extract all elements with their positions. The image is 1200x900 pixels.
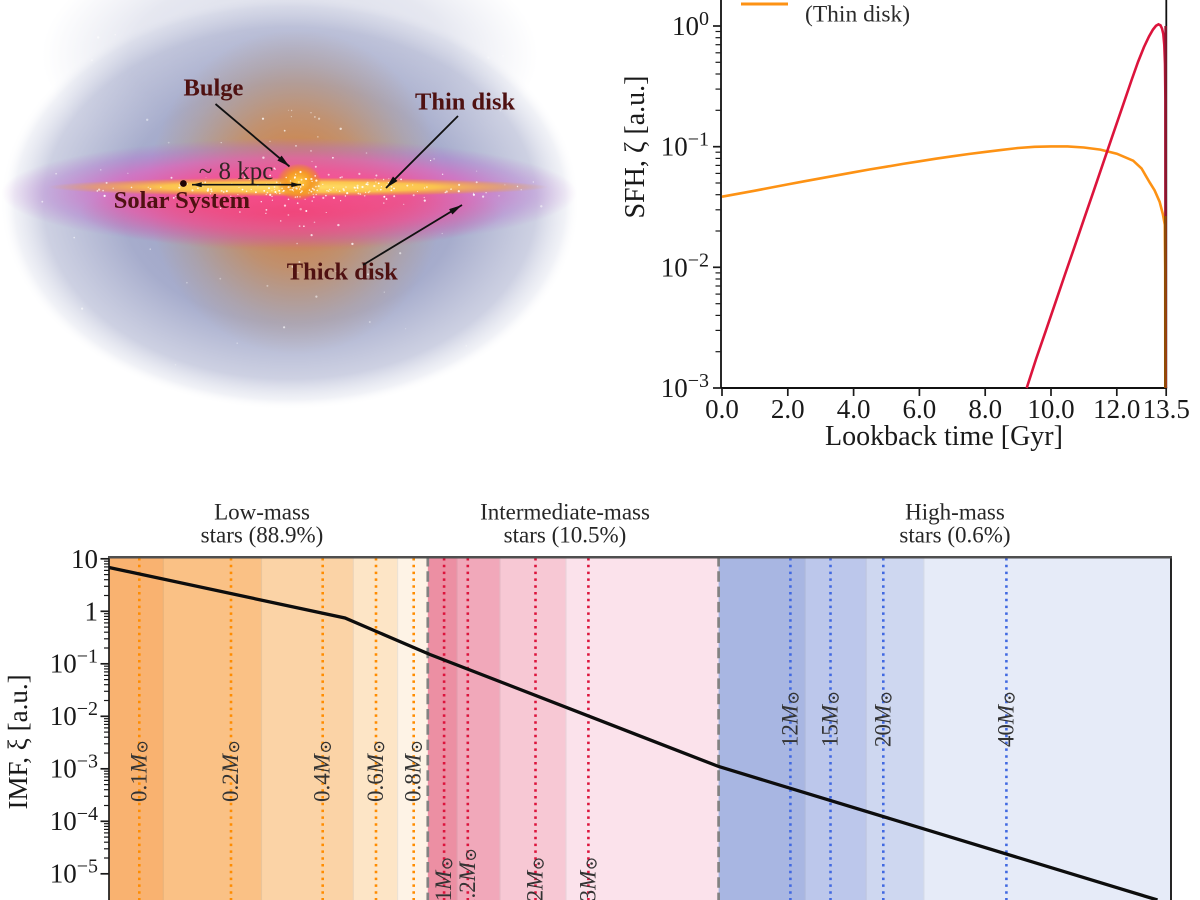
svg-text:Thin disk: Thin disk <box>415 89 515 116</box>
svg-text:Low-mass: Low-mass <box>214 500 310 525</box>
svg-text:10−2: 10−2 <box>50 698 98 731</box>
svg-text:4.0: 4.0 <box>837 394 871 424</box>
svg-text:10−4: 10−4 <box>50 803 98 836</box>
svg-text:15M: 15M <box>818 703 843 747</box>
svg-text:12M: 12M <box>777 703 802 747</box>
svg-text:12.0: 12.0 <box>1093 394 1140 424</box>
svg-text:1.2M: 1.2M <box>455 860 480 900</box>
svg-text:40M: 40M <box>993 703 1018 747</box>
svg-text:Lookback time [Gyr]: Lookback time [Gyr] <box>825 421 1063 452</box>
svg-text:stars (10.5%): stars (10.5%) <box>504 523 627 548</box>
svg-text:8.0: 8.0 <box>968 394 1002 424</box>
svg-text:0.0: 0.0 <box>705 394 739 424</box>
svg-text:stars (88.9%): stars (88.9%) <box>201 523 324 548</box>
svg-text:0.1M: 0.1M <box>126 752 151 802</box>
svg-text:SFH, ζ [a.u.]: SFH, ζ [a.u.] <box>620 75 651 218</box>
svg-text:13.5: 13.5 <box>1143 394 1190 424</box>
svg-text:10−1: 10−1 <box>50 646 98 679</box>
svg-text:10−2: 10−2 <box>661 249 709 282</box>
svg-text:10−3: 10−3 <box>661 370 709 403</box>
svg-text:0.6M: 0.6M <box>363 752 388 802</box>
svg-text:Intermediate-mass: Intermediate-mass <box>480 500 650 525</box>
svg-text:IMF, ξ [a.u.]: IMF, ξ [a.u.] <box>3 674 33 809</box>
svg-text:Solar System: Solar System <box>114 187 250 214</box>
svg-text:Thick disk: Thick disk <box>287 259 398 286</box>
svg-text:10−1: 10−1 <box>661 129 709 162</box>
svg-text:2.0: 2.0 <box>771 394 805 424</box>
svg-text:10.0: 10.0 <box>1027 394 1074 424</box>
svg-text:~ 8 kpc: ~ 8 kpc <box>199 158 274 185</box>
svg-text:1M: 1M <box>431 869 456 900</box>
svg-text:1: 1 <box>85 596 99 626</box>
svg-text:100: 100 <box>672 8 709 41</box>
svg-text:6.0: 6.0 <box>903 394 937 424</box>
svg-text:stars (0.6%): stars (0.6%) <box>899 523 1010 548</box>
svg-text:10−3: 10−3 <box>50 751 98 784</box>
svg-text:0.4M: 0.4M <box>310 752 335 802</box>
svg-text:(Thin disk): (Thin disk) <box>805 2 910 28</box>
svg-text:0.8M: 0.8M <box>401 752 426 802</box>
svg-text:Bulge: Bulge <box>184 75 244 102</box>
svg-text:2M: 2M <box>523 869 548 900</box>
svg-text:High-mass: High-mass <box>905 500 1005 525</box>
svg-text:10: 10 <box>71 544 98 574</box>
svg-text:3M: 3M <box>575 869 600 900</box>
svg-text:20M: 20M <box>870 703 895 747</box>
svg-text:0.2M: 0.2M <box>218 752 243 802</box>
svg-text:10−5: 10−5 <box>50 856 98 889</box>
